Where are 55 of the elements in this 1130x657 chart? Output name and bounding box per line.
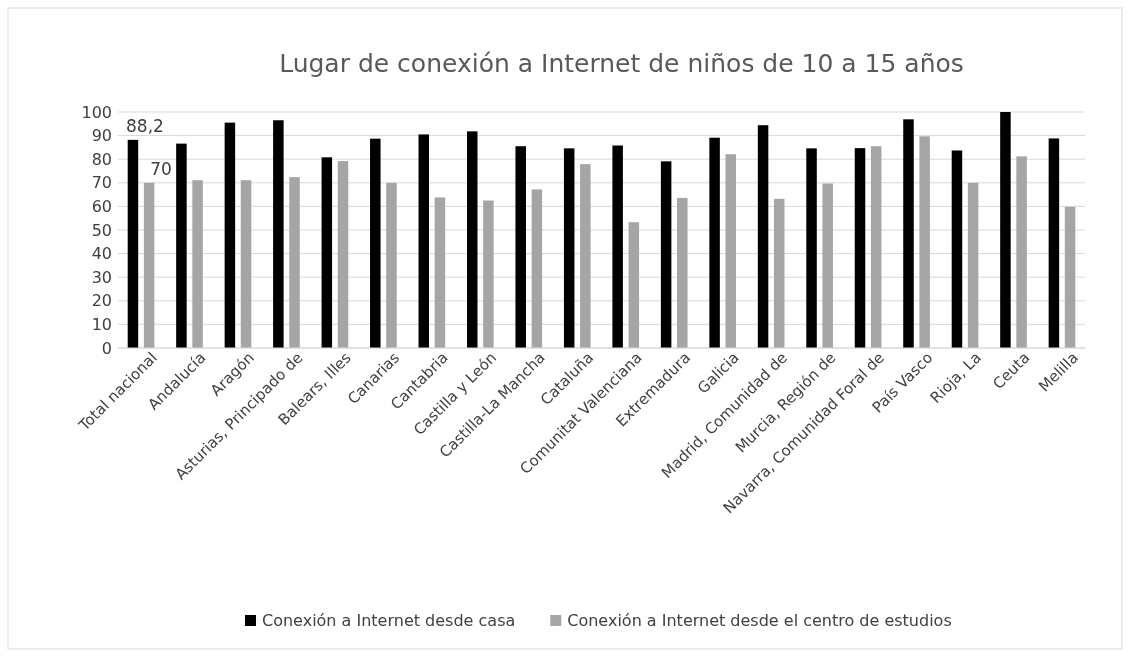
bar — [870, 146, 882, 348]
bar — [434, 197, 446, 348]
bar — [176, 143, 187, 348]
legend-label: Conexión a Internet desde el centro de estudios — [567, 611, 952, 630]
bar — [370, 138, 381, 348]
bar — [240, 180, 252, 348]
bar — [1016, 156, 1027, 348]
y-tick-label: 80 — [91, 149, 112, 169]
y-tick-label: 40 — [91, 244, 112, 264]
bar — [483, 200, 494, 348]
bar — [773, 198, 785, 348]
bar — [563, 148, 575, 348]
bar — [337, 161, 349, 348]
y-tick-label: 60 — [91, 197, 112, 217]
bar — [757, 125, 769, 348]
bar — [531, 189, 543, 348]
bar — [709, 137, 720, 348]
bar — [967, 182, 979, 348]
bar — [515, 146, 526, 348]
y-tick-label: 30 — [91, 267, 112, 287]
bar — [1048, 138, 1060, 348]
bar — [143, 182, 155, 348]
bar — [466, 131, 478, 348]
chart-title: Lugar de conexión a Internet de niños de 10 a 15 años — [279, 49, 964, 78]
bar — [612, 145, 623, 348]
bar — [903, 119, 914, 348]
bar — [660, 161, 672, 348]
bar — [1000, 112, 1011, 348]
bar — [580, 164, 591, 348]
y-tick-label: 70 — [91, 173, 112, 193]
y-tick-label: 20 — [91, 291, 112, 311]
bar — [224, 122, 236, 348]
bar — [418, 134, 430, 348]
bar — [628, 222, 640, 348]
y-tick-label: 10 — [91, 315, 112, 335]
bar — [822, 183, 833, 348]
bar — [806, 148, 817, 348]
bar — [725, 154, 737, 348]
data-label: 88,2 — [126, 115, 164, 136]
bar — [321, 157, 333, 348]
bar — [951, 150, 963, 348]
bar — [289, 177, 300, 348]
y-tick-label: 50 — [91, 220, 112, 240]
legend-label: Conexión a Internet desde casa — [262, 611, 516, 630]
bar — [854, 148, 866, 348]
bar — [1064, 206, 1076, 348]
bar — [919, 136, 930, 348]
bar — [677, 197, 688, 348]
bar — [192, 180, 203, 348]
y-tick-label: 90 — [91, 126, 112, 146]
data-label: 70 — [150, 158, 172, 179]
bar — [127, 139, 139, 348]
bar — [386, 182, 397, 348]
bar — [273, 120, 284, 348]
y-tick-label: 100 — [81, 102, 112, 122]
